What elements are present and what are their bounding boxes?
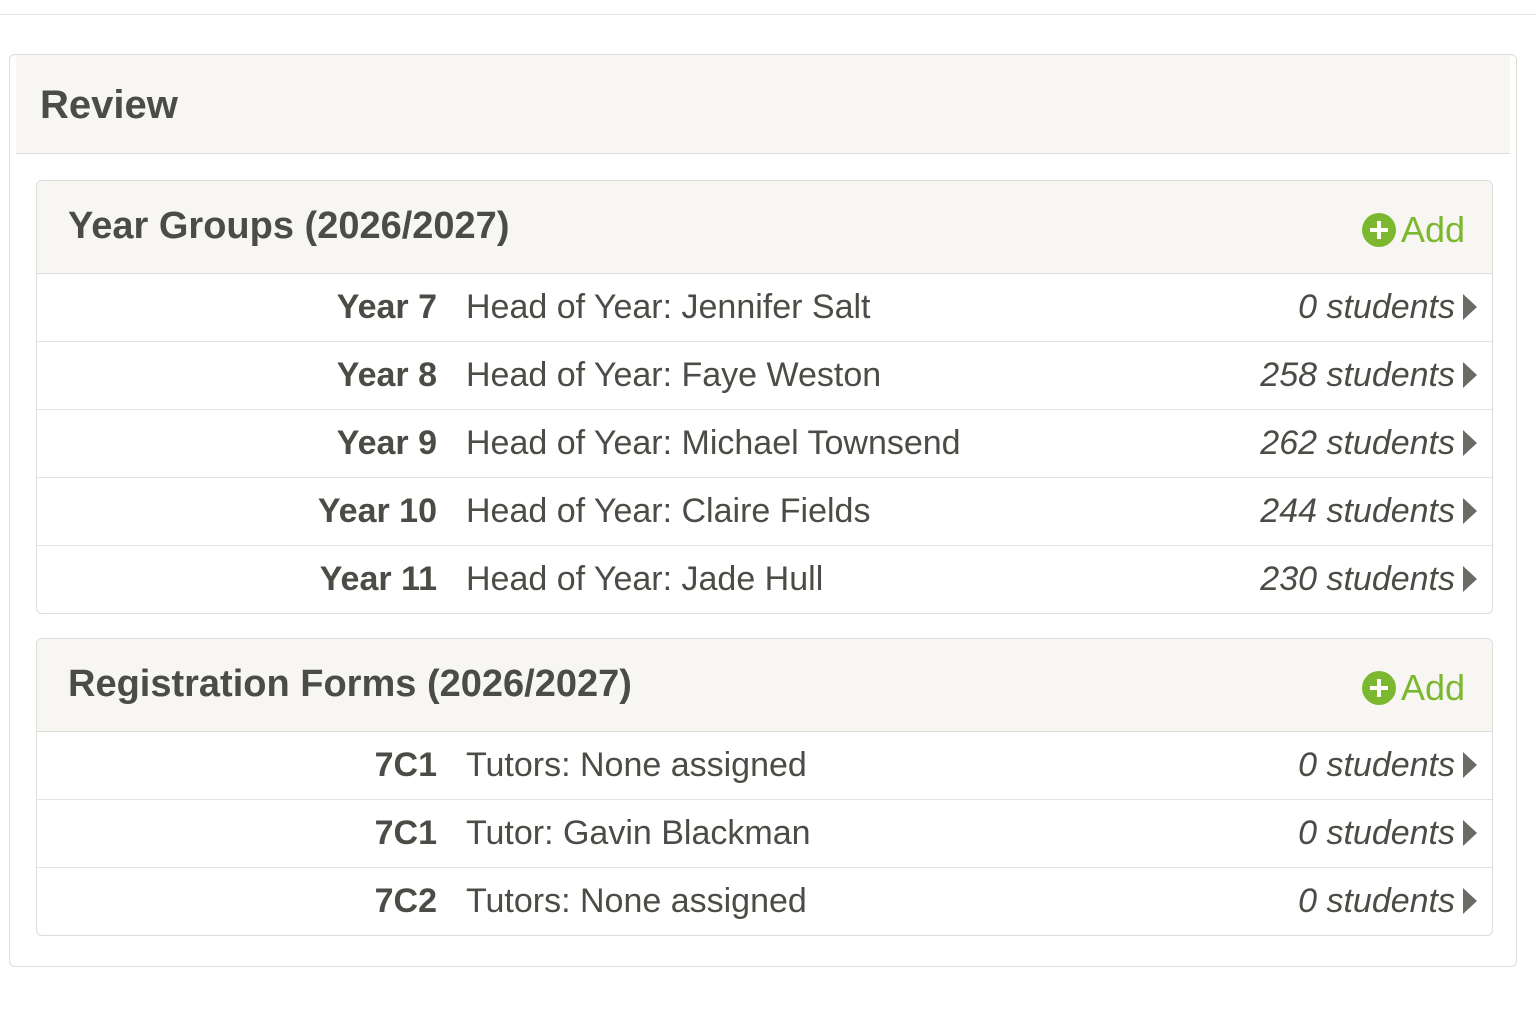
top-border (0, 14, 1536, 15)
row-detail: Head of Year: Jennifer Salt (466, 288, 871, 326)
row-name: 7C1 (374, 746, 437, 784)
row-arrow (1463, 362, 1477, 388)
row-detail: Head of Year: Faye Weston (466, 356, 882, 394)
add-label: Add (1400, 209, 1465, 250)
row-detail: Tutors: None assigned (466, 882, 807, 920)
list-row[interactable]: 7C1 Tutors: None assigned 0 students (37, 732, 1492, 800)
row-count: 262 students (1260, 424, 1455, 462)
row-detail: Head of Year: Jade Hull (466, 560, 824, 598)
row-arrow (1463, 752, 1477, 778)
row-name: 7C2 (374, 882, 437, 920)
row-name: 7C1 (374, 814, 437, 852)
row-detail: Tutor: Gavin Blackman (466, 814, 811, 852)
row-count: 230 students (1260, 560, 1455, 598)
add-button[interactable]: Add (1361, 209, 1465, 251)
row-name: Year 9 (336, 424, 437, 462)
row-name: Year 7 (336, 288, 437, 326)
add-icon (1361, 213, 1396, 247)
row-name: Year 10 (317, 492, 437, 530)
row-arrow (1463, 888, 1477, 914)
add-icon (1361, 671, 1396, 705)
list-row[interactable]: Year 7 Head of Year: Jennifer Salt 0 stude… (37, 274, 1492, 342)
list-row[interactable]: Year 9 Head of Year: Michael Townsend 262 … (37, 410, 1492, 478)
section-title: Year Groups (2026/2027) (68, 205, 510, 247)
section-header: Registration Forms (2026/2027) Add (37, 639, 1492, 732)
section-panel: Year Groups (2026/2027) Add Year 7 Head of … (36, 180, 1493, 614)
row-count: 258 students (1260, 356, 1455, 394)
add-button[interactable]: Add (1361, 667, 1465, 709)
list-row[interactable]: Year 11 Head of Year: Jade Hull 230 studen… (37, 546, 1492, 613)
review-header (16, 55, 1510, 154)
section-header: Year Groups (2026/2027) Add (37, 181, 1492, 274)
add-label: Add (1400, 667, 1465, 708)
row-count: 0 students (1298, 882, 1455, 920)
row-count: 244 students (1260, 492, 1455, 530)
section-title: Registration Forms (2026/2027) (68, 663, 632, 705)
list-row[interactable]: 7C2 Tutors: None assigned 0 students (37, 868, 1492, 935)
row-arrow (1463, 294, 1477, 320)
row-count: 0 students (1298, 746, 1455, 784)
review-title: Review (40, 83, 178, 127)
row-arrow (1463, 430, 1477, 456)
row-detail: Head of Year: Michael Townsend (466, 424, 961, 462)
row-count: 0 students (1298, 814, 1455, 852)
row-detail: Head of Year: Claire Fields (466, 492, 871, 530)
row-name: Year 11 (319, 560, 437, 598)
section-panel: Registration Forms (2026/2027) Add 7C1 Tuto… (36, 638, 1493, 936)
list-row[interactable]: Year 8 Head of Year: Faye Weston 258 stude… (37, 342, 1492, 410)
review-panel: Review Year Groups (2026/2027) Add Year 7 H… (9, 54, 1517, 967)
row-arrow (1463, 820, 1477, 846)
list-row[interactable]: 7C1 Tutor: Gavin Blackman 0 students (37, 800, 1492, 868)
list-row[interactable]: Year 10 Head of Year: Claire Fields 244 st… (37, 478, 1492, 546)
row-name: Year 8 (336, 356, 437, 394)
row-count: 0 students (1298, 288, 1455, 326)
row-detail: Tutors: None assigned (466, 746, 807, 784)
row-arrow (1463, 566, 1477, 592)
row-arrow (1463, 498, 1477, 524)
